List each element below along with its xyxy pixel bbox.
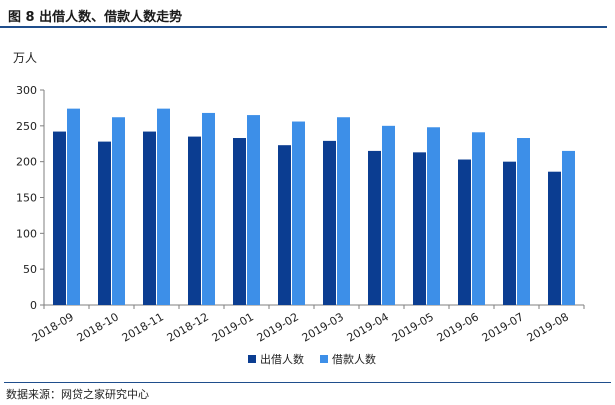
- x-tick-label: 2018-11: [120, 310, 166, 344]
- legend-swatch-borrowers: [320, 355, 328, 363]
- y-tick-label: 300: [16, 84, 37, 97]
- bar-lenders: [143, 131, 156, 305]
- x-tick-label: 2019-05: [390, 310, 436, 344]
- bar-lenders: [188, 136, 201, 305]
- bar-borrowers: [517, 138, 530, 305]
- y-axis-label: 万人: [13, 51, 37, 65]
- bar-lenders: [548, 171, 561, 305]
- bar-lenders: [233, 138, 246, 305]
- bar-borrowers: [67, 108, 80, 305]
- bar-borrowers: [472, 132, 485, 305]
- y-tick-label: 0: [30, 299, 37, 312]
- header-rule: [0, 26, 607, 28]
- x-tick-label: 2019-07: [480, 310, 526, 344]
- bar-borrowers: [292, 121, 305, 306]
- legend-swatch-lenders: [248, 355, 256, 363]
- y-tick-label: 100: [16, 227, 37, 240]
- figure-title: 图 8 出借人数、借款人数走势: [8, 10, 183, 25]
- bar-lenders: [278, 145, 291, 305]
- bar-borrowers: [382, 125, 395, 305]
- bar-lenders: [458, 159, 471, 305]
- legend-label-borrowers: 借款人数: [332, 352, 376, 366]
- x-tick-label: 2018-09: [30, 310, 76, 344]
- bar-lenders: [368, 150, 381, 305]
- bar-lenders: [323, 140, 336, 305]
- bar-lenders: [413, 152, 426, 305]
- x-tick-label: 2019-03: [300, 310, 346, 344]
- bar-borrowers: [337, 117, 350, 305]
- bar-lenders: [98, 141, 111, 305]
- source-note: 数据来源：网贷之家研究中心: [6, 388, 149, 401]
- x-tick-label: 2019-01: [210, 310, 256, 344]
- x-tick-label: 2018-12: [165, 310, 211, 344]
- x-tick-label: 2019-04: [345, 310, 391, 344]
- y-tick-label: 250: [16, 120, 37, 133]
- y-tick-label: 50: [23, 263, 37, 276]
- x-tick-label: 2019-02: [255, 310, 301, 344]
- legend-label-lenders: 出借人数: [260, 352, 304, 366]
- bar-borrowers: [247, 115, 260, 305]
- bar-borrowers: [562, 150, 575, 305]
- bar-lenders: [53, 131, 66, 305]
- bar-borrowers: [112, 117, 125, 305]
- footer-rule: [4, 382, 611, 383]
- bar-chart: 万人0501001502002503002018-092018-102018-1…: [13, 51, 585, 366]
- x-tick-label: 2018-10: [75, 310, 121, 344]
- bar-borrowers: [157, 108, 170, 305]
- x-tick-label: 2019-06: [435, 310, 481, 344]
- bar-lenders: [503, 161, 516, 305]
- bar-borrowers: [202, 112, 215, 305]
- figure-header: 图 8 出借人数、借款人数走势: [4, 2, 611, 28]
- y-tick-label: 150: [16, 192, 37, 205]
- bar-borrowers: [427, 127, 440, 306]
- y-tick-label: 200: [16, 156, 37, 169]
- x-tick-label: 2019-08: [525, 310, 571, 344]
